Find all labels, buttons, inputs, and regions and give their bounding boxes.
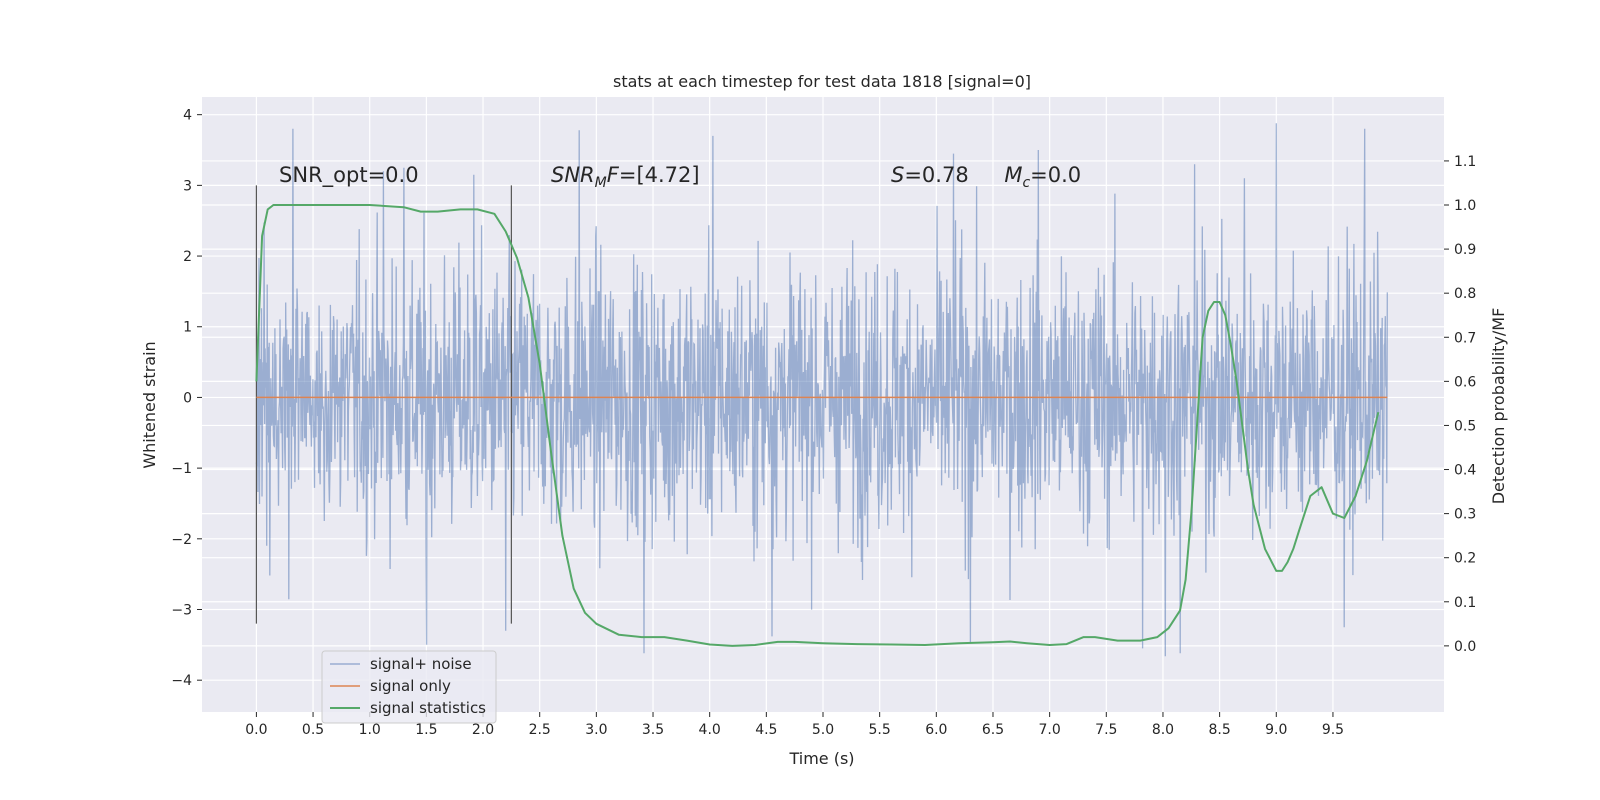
series-signal-noise — [255, 123, 1388, 657]
annotation-part: =0.78 — [904, 163, 968, 187]
annotation-part: =0.0 — [1030, 163, 1081, 187]
x-tick-label: 3.0 — [585, 722, 607, 738]
y2-tick-label: 0.1 — [1454, 595, 1476, 611]
annotation-2: S=0.78 — [891, 163, 969, 187]
x-axis-label: Time (s) — [788, 749, 854, 768]
annotation-part: F — [607, 163, 620, 187]
x-tick-label: 7.0 — [1039, 722, 1061, 738]
x-tick-label: 1.5 — [415, 722, 437, 738]
y2-tick-label: 0.2 — [1454, 551, 1476, 567]
series-lines — [255, 204, 1388, 647]
annotation-1: SNRMF=[4.72] — [551, 163, 700, 191]
x-tick-label: 4.5 — [755, 722, 777, 738]
annotation-part: c — [1022, 175, 1030, 191]
y-tick-label: 3 — [183, 178, 192, 194]
y-axis-label: Whitened strain — [140, 341, 159, 468]
signal-noise-line — [255, 123, 1388, 657]
x-tick-label: 6.5 — [982, 722, 1004, 738]
x-tick-label: 5.5 — [869, 722, 891, 738]
y-tick-label: −4 — [171, 673, 192, 689]
legend-label-signal-noise: signal+ noise — [370, 655, 472, 673]
y2-tick-label: 0.0 — [1454, 639, 1476, 655]
vertical-markers — [255, 185, 512, 624]
y2-tick-label: 1.1 — [1454, 154, 1476, 170]
legend-label-signal-only: signal only — [370, 677, 451, 695]
y-tick-label: −2 — [171, 532, 192, 548]
annotation-0: SNR_opt=0.0 — [279, 163, 419, 188]
y2-tick-label: 0.6 — [1454, 374, 1476, 390]
x-tick-label: 2.5 — [529, 722, 551, 738]
x-tick-label: 1.0 — [359, 722, 381, 738]
y-tick-label: 2 — [183, 249, 192, 265]
x-tick-label: 6.0 — [925, 722, 947, 738]
axis-ticks: 0.0 0.5 1.0 1.5 2.0 2.5 3.0 3.5 4.0 4.5 5.0 5.5 6.0 6… — [171, 108, 1476, 738]
y-tick-label: 4 — [183, 108, 192, 124]
annotation-3: Mc=0.0 — [1004, 163, 1081, 191]
y2-tick-label: 0.3 — [1454, 507, 1476, 523]
y2-tick-label: 0.4 — [1454, 463, 1476, 479]
x-tick-label: 7.5 — [1095, 722, 1117, 738]
y-tick-label: 1 — [183, 320, 192, 336]
x-tick-label: 2.0 — [472, 722, 494, 738]
y-tick-label: −1 — [171, 461, 192, 477]
y2-tick-label: 0.8 — [1454, 286, 1476, 302]
x-tick-label: 0.0 — [245, 722, 267, 738]
y-tick-label: −3 — [171, 603, 192, 619]
annotation-part: S — [891, 163, 904, 187]
x-tick-label: 0.5 — [302, 722, 324, 738]
x-tick-label: 5.0 — [812, 722, 834, 738]
x-tick-label: 9.5 — [1322, 722, 1344, 738]
annotation-part: SNR_opt=0.0 — [279, 163, 419, 188]
x-tick-label: 8.0 — [1152, 722, 1174, 738]
annotation-part: M — [595, 175, 607, 191]
legend: signal+ noise signal only signal statist… — [321, 650, 497, 724]
x-tick-label: 8.5 — [1208, 722, 1230, 738]
y2-axis-label: Detection probability/MF — [1489, 308, 1508, 505]
y2-tick-label: 0.7 — [1454, 330, 1476, 346]
signal-statistics-line — [255, 204, 1380, 647]
x-tick-label: 9.0 — [1265, 722, 1287, 738]
annotations: SNR_opt=0.0 SNRMF=[4.72] S=0.78 Mc=0.0 — [279, 163, 1081, 191]
annotation-part: M — [1004, 163, 1022, 187]
annotation-part: SNR — [551, 163, 595, 187]
y2-tick-label: 1.0 — [1454, 198, 1476, 214]
annotation-part: =[4.72] — [619, 163, 700, 187]
y-tick-label: 0 — [183, 390, 192, 406]
x-tick-label: 3.5 — [642, 722, 664, 738]
y2-tick-label: 0.5 — [1454, 418, 1476, 434]
x-tick-label: 4.0 — [699, 722, 721, 738]
legend-frame — [321, 650, 497, 724]
legend-label-signal-statistics: signal statistics — [370, 699, 486, 717]
y2-tick-label: 0.9 — [1454, 242, 1476, 258]
chart-title: stats at each timestep for test data 181… — [613, 72, 1031, 91]
